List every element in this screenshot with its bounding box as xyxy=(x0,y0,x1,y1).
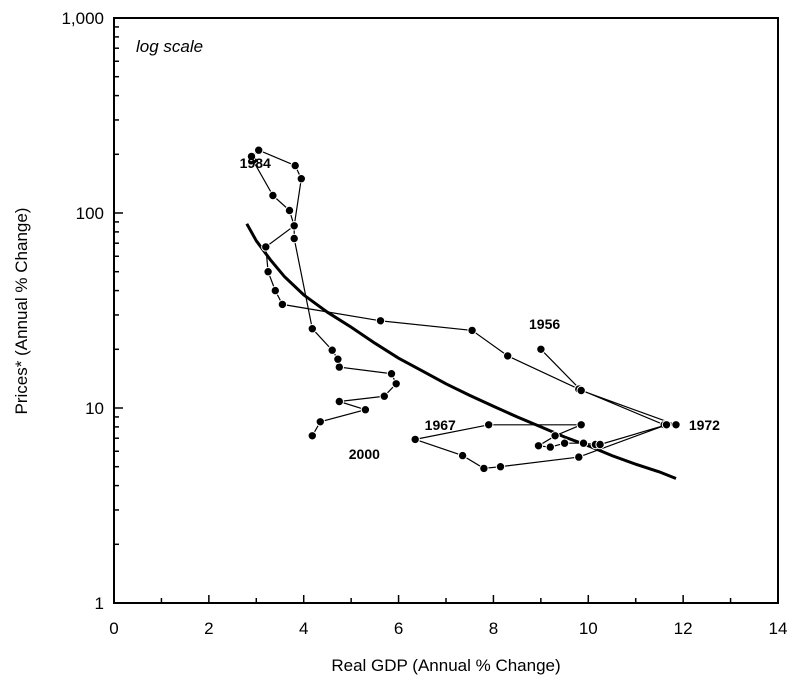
y-tick-label: 10 xyxy=(85,399,104,418)
year-label: 1972 xyxy=(689,417,720,433)
x-tick-label: 6 xyxy=(394,619,403,638)
data-point xyxy=(289,221,299,231)
data-point xyxy=(307,431,317,441)
data-point xyxy=(333,354,343,364)
data-point xyxy=(296,174,306,184)
x-axis-title: Real GDP (Annual % Change) xyxy=(331,656,560,675)
scale-note: log scale xyxy=(136,37,203,56)
data-point xyxy=(545,442,555,452)
data-point xyxy=(533,441,544,451)
data-point xyxy=(289,233,299,244)
year-label: 1956 xyxy=(529,316,560,332)
data-point xyxy=(246,151,257,162)
data-point xyxy=(536,344,546,354)
y-tick-label: 100 xyxy=(76,204,104,223)
x-tick-label: 0 xyxy=(109,619,118,638)
y-axis-title: Prices* (Annual % Change) xyxy=(12,208,31,415)
data-point xyxy=(559,438,570,448)
data-point xyxy=(574,452,584,462)
data-point xyxy=(550,431,560,441)
data-point xyxy=(334,396,344,407)
data-point xyxy=(334,362,344,372)
data-point xyxy=(307,324,317,334)
data-point xyxy=(263,267,273,277)
data-point xyxy=(410,434,420,445)
data-point xyxy=(578,438,589,448)
data-point xyxy=(277,299,288,310)
x-tick-label: 14 xyxy=(769,619,788,638)
x-tick-label: 10 xyxy=(579,619,598,638)
annotations: 1984 1956 1972 1967 2000 xyxy=(240,155,721,462)
data-point xyxy=(268,190,278,201)
data-point xyxy=(254,145,264,155)
y-tick-label: 1,000 xyxy=(61,9,104,28)
axes: 0 2 4 6 8 10 12 14 1 10 100 1,000 xyxy=(61,9,787,638)
plot-frame xyxy=(113,17,779,604)
trend-line xyxy=(245,223,677,480)
data-point xyxy=(484,420,494,430)
data-point xyxy=(671,420,681,430)
data-series xyxy=(246,145,681,474)
year-label: 1967 xyxy=(425,417,456,433)
series-2-line xyxy=(415,424,667,470)
data-point xyxy=(467,325,477,336)
data-point xyxy=(290,160,300,171)
data-point xyxy=(284,205,295,216)
data-point xyxy=(576,385,586,396)
data-point xyxy=(375,316,386,326)
x-tick-label: 12 xyxy=(674,619,693,638)
x-tick-label: 2 xyxy=(204,619,213,638)
data-point xyxy=(457,450,468,461)
data-point xyxy=(479,463,489,474)
trend-curve xyxy=(245,223,677,480)
x-tick-label: 8 xyxy=(489,619,498,638)
data-point xyxy=(315,417,325,427)
year-label: 1984 xyxy=(240,155,271,171)
year-label: 2000 xyxy=(349,446,380,462)
y-tick-label: 1 xyxy=(95,594,104,613)
data-point xyxy=(503,351,513,361)
data-point xyxy=(576,420,586,430)
data-point xyxy=(661,420,672,430)
x-tick-label: 4 xyxy=(299,619,308,638)
data-point xyxy=(379,391,389,401)
data-point xyxy=(595,439,605,450)
data-point xyxy=(327,345,337,355)
data-point xyxy=(360,405,371,415)
data-point xyxy=(261,242,271,252)
data-point xyxy=(391,379,401,389)
data-point xyxy=(386,369,397,379)
data-point xyxy=(495,462,506,472)
data-point xyxy=(270,285,280,296)
